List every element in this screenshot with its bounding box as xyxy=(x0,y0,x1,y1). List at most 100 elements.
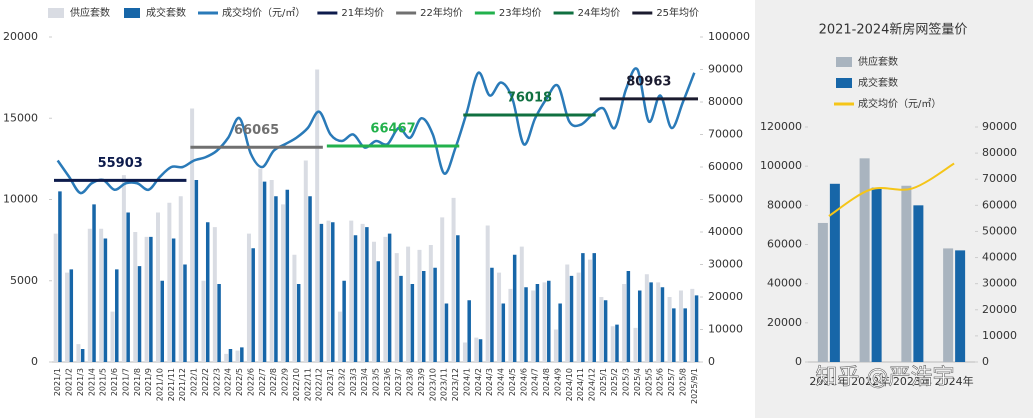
bar xyxy=(171,238,176,362)
bar xyxy=(65,272,70,362)
bar xyxy=(690,288,695,362)
x-tick-label: 2024/2 xyxy=(474,368,483,396)
bar xyxy=(228,349,233,362)
bar xyxy=(262,181,267,362)
bar xyxy=(542,282,547,362)
bar xyxy=(387,233,392,362)
x-tick-label: 2022/12 xyxy=(315,368,324,401)
y-tick-label: 0 xyxy=(31,355,38,368)
bar xyxy=(217,284,221,362)
y2-tick-label: 30000 xyxy=(982,277,1017,290)
x-tick-label: 2023/10 xyxy=(428,368,437,401)
bar xyxy=(269,180,274,362)
bar xyxy=(240,347,244,362)
bar xyxy=(913,205,924,362)
x-tick-label: 2023/5 xyxy=(372,368,381,396)
bar xyxy=(137,266,142,362)
y2-tick-label: 20000 xyxy=(708,290,743,303)
x-tick-label: 2023/12 xyxy=(451,368,460,401)
bar xyxy=(656,282,661,362)
bar xyxy=(943,248,954,362)
bar xyxy=(194,180,199,362)
x-tick-label: 2021/1 xyxy=(53,368,62,396)
y-tick-label: 15000 xyxy=(3,111,38,124)
bar xyxy=(569,275,574,362)
bar xyxy=(349,220,354,362)
bar xyxy=(421,271,426,362)
legend-swatch xyxy=(124,8,140,18)
bar xyxy=(365,227,369,362)
y2-tick-label: 10000 xyxy=(708,323,743,336)
y2-tick-label: 100000 xyxy=(708,30,750,43)
bar xyxy=(337,311,342,362)
bar xyxy=(456,235,460,362)
bar xyxy=(133,232,138,362)
bar xyxy=(99,228,104,362)
bar xyxy=(678,290,683,362)
y-tick-label: 0 xyxy=(795,355,802,368)
bar xyxy=(433,267,437,362)
x-tick-label: 2024/5 xyxy=(508,368,517,396)
y-tick-label: 20000 xyxy=(3,30,38,43)
bar xyxy=(576,272,581,362)
x-tick-label: 2022/5 xyxy=(235,368,244,396)
bar xyxy=(633,327,638,362)
y2-tick-label: 30000 xyxy=(708,258,743,271)
x-tick-label: 2024/3 xyxy=(485,368,494,396)
bar xyxy=(644,274,649,362)
legend-label: 22年均价 xyxy=(420,6,463,19)
bar xyxy=(531,290,536,362)
legend-label: 成交套数 xyxy=(858,76,898,89)
legend-label: 成交均价（元/㎡） xyxy=(858,97,941,110)
y2-tick-label: 0 xyxy=(708,355,715,368)
legend-label: 成交均价（元/㎡） xyxy=(222,6,305,19)
bar xyxy=(224,353,229,362)
x-tick-label: 2025/2 xyxy=(610,368,619,396)
y2-tick-label: 40000 xyxy=(708,225,743,238)
x-tick-label: 2022/4 xyxy=(224,368,233,396)
x-tick-label: 2025/3 xyxy=(622,368,631,396)
bar xyxy=(512,254,517,362)
bar xyxy=(103,238,108,362)
legend-label: 21年均价 xyxy=(341,6,384,19)
bar xyxy=(603,300,608,362)
bar xyxy=(490,267,494,362)
bar xyxy=(160,280,164,362)
bar xyxy=(626,271,631,362)
bar xyxy=(519,246,524,362)
bar xyxy=(637,290,642,362)
year-average-label: 66065 xyxy=(234,123,279,138)
y-tick-label: 60000 xyxy=(767,238,802,251)
bar xyxy=(406,246,411,362)
y2-tick-label: 90000 xyxy=(982,120,1017,133)
bar xyxy=(610,326,615,362)
bar xyxy=(535,284,540,362)
bar xyxy=(394,253,399,362)
x-tick-label: 2021/10 xyxy=(156,368,165,401)
bar xyxy=(383,236,388,362)
x-tick-label: 2022/1 xyxy=(190,368,199,396)
x-tick-label: 2023/8 xyxy=(406,368,415,396)
bar xyxy=(149,236,153,362)
bar xyxy=(58,191,62,362)
x-tick-label: 2023/3 xyxy=(349,368,358,396)
bar xyxy=(251,248,255,362)
bar xyxy=(474,337,479,362)
bar xyxy=(683,308,687,362)
x-tick-label: 2025/1 xyxy=(599,368,608,396)
x-tick-label: 2025/8 xyxy=(678,368,687,396)
bar xyxy=(440,217,445,362)
x-tick-label: 2022/10 xyxy=(292,368,301,401)
bar xyxy=(190,108,195,362)
bar xyxy=(508,288,513,362)
y2-tick-label: 0 xyxy=(982,355,989,368)
bar xyxy=(871,187,882,362)
y-tick-label: 120000 xyxy=(760,120,802,133)
y2-tick-label: 20000 xyxy=(982,303,1017,316)
x-tick-label: 2022年 xyxy=(851,374,890,388)
bar xyxy=(558,303,562,362)
bar xyxy=(444,303,449,362)
bar xyxy=(292,254,297,362)
x-tick-label: 2024年 xyxy=(935,374,974,388)
x-tick-label: 2024/10 xyxy=(565,368,574,401)
